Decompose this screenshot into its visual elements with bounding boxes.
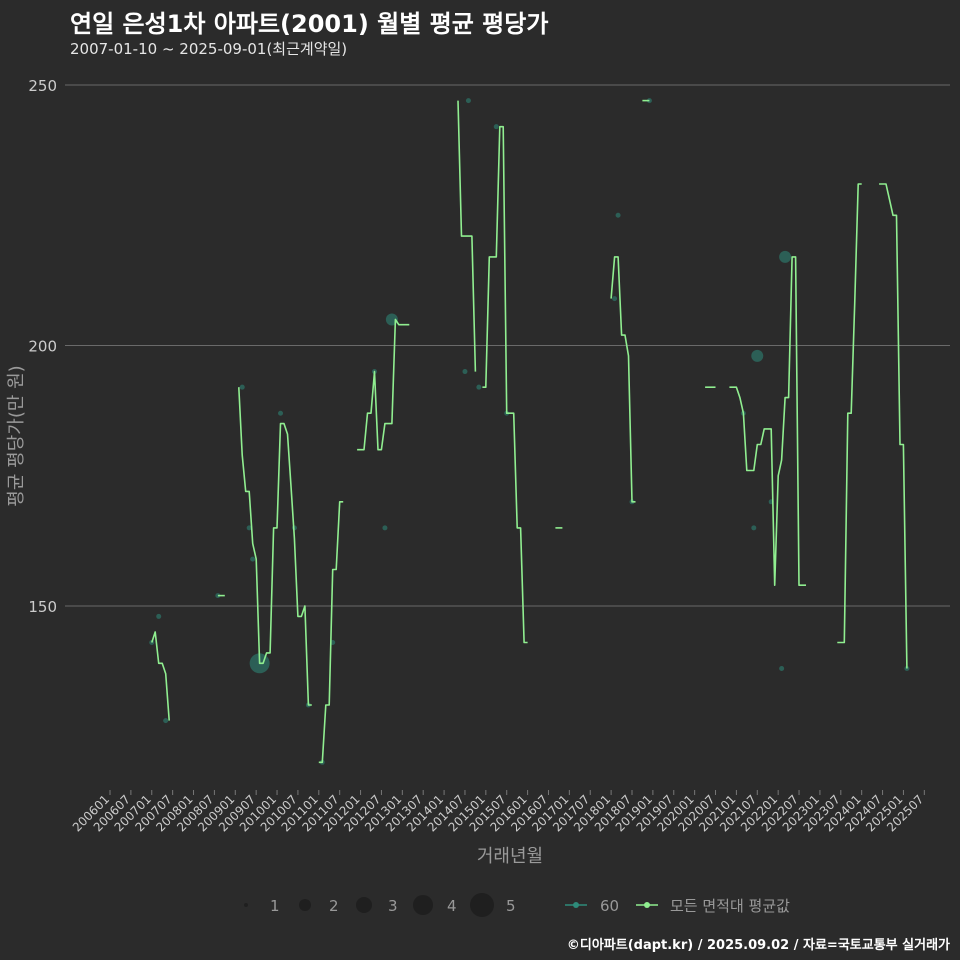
data-point-60 [751, 525, 757, 531]
chart-subtitle: 2007-01-10 ~ 2025-09-01(최근계약일) [70, 40, 348, 58]
x-axis-ticks: 2006012006072007012007072008012008072009… [70, 790, 926, 835]
data-point-60 [476, 384, 482, 390]
legend-size-2-label: 2 [329, 897, 339, 915]
data-point-60 [250, 556, 256, 562]
data-point-60 [612, 296, 618, 302]
y-tick-label: 250 [28, 77, 57, 95]
y-tick-label: 150 [28, 598, 57, 616]
chart-title: 연일 은성1차 아파트(2001) 월별 평균 평당가 [70, 10, 549, 38]
x-axis-label: 거래년월 [477, 846, 543, 867]
data-point-60 [215, 593, 221, 599]
data-point-60 [156, 613, 162, 619]
data-point-60 [163, 718, 169, 724]
data-point-60 [462, 369, 468, 375]
legend-size-4-dot [413, 895, 433, 915]
data-point-60 [779, 666, 785, 672]
data-point-60 [278, 410, 284, 416]
average-line-segment [318, 501, 344, 764]
legend-size-1-label: 1 [270, 897, 280, 915]
data-point-60 [465, 98, 471, 104]
series-average-lines [151, 99, 908, 764]
y-axis-label: 평균 평당가(만 원) [6, 365, 27, 506]
data-point-60 [904, 666, 910, 672]
legend-size-1-dot [244, 903, 248, 907]
source-caption: ©디아파트(dapt.kr) / 2025.09.02 / 자료=국토교통부 실… [566, 938, 950, 953]
data-point-60 [382, 525, 388, 531]
legend-size-2-dot [299, 899, 311, 911]
legend-avg-label: 모든 면적대 평균값 [670, 897, 790, 915]
average-line-segment [837, 183, 862, 644]
legend-60-label: 60 [600, 897, 619, 915]
average-line-segment [729, 256, 806, 586]
data-point-60 [615, 212, 621, 218]
average-line-segment [238, 387, 312, 706]
data-point-60 [779, 250, 792, 263]
data-point-60 [751, 349, 764, 362]
average-line-segment [357, 318, 410, 451]
legend-avg-dot [644, 902, 650, 908]
legend-size-5-label: 5 [506, 897, 516, 915]
legend-size-4-label: 4 [447, 897, 457, 915]
average-line-segment [879, 183, 908, 669]
average-line-segment [457, 100, 477, 372]
average-line-segment [610, 256, 636, 503]
gridlines [65, 84, 950, 607]
legend-size-5-dot [470, 893, 494, 917]
average-line-segment [151, 631, 170, 721]
legend-size-3-dot [356, 897, 372, 913]
legend: 1 2 3 4 5 60 모든 면적대 평균값 [244, 893, 790, 917]
chart-area: 150 200 250 200601200607200701200707200801… [6, 77, 950, 917]
data-point-60 [246, 525, 252, 531]
series-60-points [149, 98, 910, 765]
y-axis-ticks: 150 200 250 [28, 77, 57, 616]
data-point-60 [239, 384, 245, 390]
average-line-segment [482, 125, 528, 644]
legend-60-dot [573, 902, 579, 908]
data-point-60 [493, 124, 499, 130]
y-tick-label: 200 [28, 338, 57, 356]
legend-size-3-label: 3 [388, 897, 398, 915]
